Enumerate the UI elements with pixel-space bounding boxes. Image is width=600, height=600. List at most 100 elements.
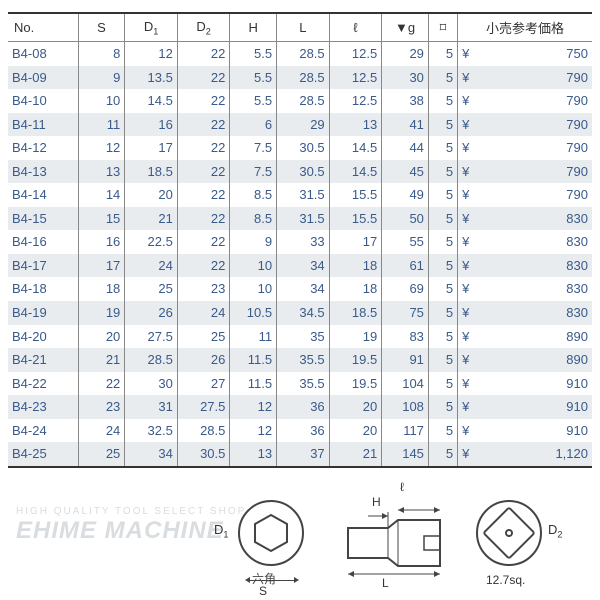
cell-h: 8.5 bbox=[230, 207, 277, 231]
cell-pack: 5 bbox=[428, 301, 457, 325]
cell-g: 45 bbox=[382, 160, 429, 184]
cell-pack: 5 bbox=[428, 66, 457, 90]
cell-g: 41 bbox=[382, 113, 429, 137]
cell-h: 8.5 bbox=[230, 183, 277, 207]
cell-lb: 34.5 bbox=[277, 301, 330, 325]
cell-lb: 35.5 bbox=[277, 372, 330, 396]
cell-lb: 30.5 bbox=[277, 160, 330, 184]
cell-g: 91 bbox=[382, 348, 429, 372]
cell-s: 11 bbox=[78, 113, 125, 137]
cell-h: 12 bbox=[230, 419, 277, 443]
cell-g: 29 bbox=[382, 42, 429, 66]
cell-h: 12 bbox=[230, 395, 277, 419]
col-ls: ℓ bbox=[329, 13, 382, 42]
cell-d1: 32.5 bbox=[125, 419, 178, 443]
table-row: B4-141420228.531.515.5495¥790 bbox=[8, 183, 592, 207]
cell-ls: 19.5 bbox=[329, 348, 382, 372]
cell-pack: 5 bbox=[428, 372, 457, 396]
cell-no: B4-23 bbox=[8, 395, 78, 419]
table-row: B4-1919262410.534.518.5755¥830 bbox=[8, 301, 592, 325]
cell-lb: 34 bbox=[277, 254, 330, 278]
table-row: B4-131318.5227.530.514.5455¥790 bbox=[8, 160, 592, 184]
cell-no: B4-19 bbox=[8, 301, 78, 325]
cell-pack: 5 bbox=[428, 442, 457, 467]
cell-d2: 22 bbox=[177, 42, 230, 66]
header-row: No. S D1 D2 H L ℓ ▼g ⌑ 小売参考価格 bbox=[8, 13, 592, 42]
cell-d2: 22 bbox=[177, 113, 230, 137]
cell-lb: 31.5 bbox=[277, 183, 330, 207]
l-small-label: ℓ bbox=[400, 480, 404, 494]
s-label: S bbox=[259, 584, 267, 598]
cell-g: 30 bbox=[382, 66, 429, 90]
col-d2: D2 bbox=[177, 13, 230, 42]
table-row: B4-121217227.530.514.5445¥790 bbox=[8, 136, 592, 160]
cell-d1: 13.5 bbox=[125, 66, 178, 90]
cell-no: B4-10 bbox=[8, 89, 78, 113]
cell-d1: 30 bbox=[125, 372, 178, 396]
cell-d1: 34 bbox=[125, 442, 178, 467]
cell-s: 25 bbox=[78, 442, 125, 467]
cell-d2: 25 bbox=[177, 325, 230, 349]
cell-s: 20 bbox=[78, 325, 125, 349]
cell-price: ¥790 bbox=[458, 89, 592, 113]
cell-d2: 22 bbox=[177, 136, 230, 160]
cell-s: 18 bbox=[78, 277, 125, 301]
cell-ls: 15.5 bbox=[329, 207, 382, 231]
d1-label: D1 bbox=[214, 522, 228, 540]
l-big-label: L bbox=[382, 576, 389, 590]
cell-d1: 22.5 bbox=[125, 230, 178, 254]
cell-h: 13 bbox=[230, 442, 277, 467]
cell-d2: 27 bbox=[177, 372, 230, 396]
cell-g: 117 bbox=[382, 419, 429, 443]
hexagon-icon bbox=[251, 513, 291, 553]
cell-no: B4-24 bbox=[8, 419, 78, 443]
cell-no: B4-18 bbox=[8, 277, 78, 301]
cell-ls: 18 bbox=[329, 254, 382, 278]
cell-pack: 5 bbox=[428, 89, 457, 113]
cell-s: 19 bbox=[78, 301, 125, 325]
side-view bbox=[328, 498, 458, 588]
cell-pack: 5 bbox=[428, 160, 457, 184]
cell-d2: 22 bbox=[177, 66, 230, 90]
cell-lb: 35.5 bbox=[277, 348, 330, 372]
cell-price: ¥890 bbox=[458, 325, 592, 349]
cell-h: 5.5 bbox=[230, 89, 277, 113]
cell-ls: 21 bbox=[329, 442, 382, 467]
cell-pack: 5 bbox=[428, 348, 457, 372]
cell-no: B4-25 bbox=[8, 442, 78, 467]
cell-g: 145 bbox=[382, 442, 429, 467]
table-row: B4-161622.52293317555¥830 bbox=[8, 230, 592, 254]
cell-lb: 35 bbox=[277, 325, 330, 349]
table-row: B4-1111162262913415¥790 bbox=[8, 113, 592, 137]
cell-h: 11.5 bbox=[230, 348, 277, 372]
cell-h: 10 bbox=[230, 277, 277, 301]
cell-d2: 22 bbox=[177, 230, 230, 254]
cell-h: 5.5 bbox=[230, 66, 277, 90]
cell-g: 50 bbox=[382, 207, 429, 231]
d2-label: D2 bbox=[548, 522, 562, 540]
cell-lb: 36 bbox=[277, 419, 330, 443]
cell-d1: 27.5 bbox=[125, 325, 178, 349]
cell-pack: 5 bbox=[428, 113, 457, 137]
cell-lb: 34 bbox=[277, 277, 330, 301]
cell-price: ¥910 bbox=[458, 372, 592, 396]
cell-lb: 28.5 bbox=[277, 42, 330, 66]
cell-pack: 5 bbox=[428, 183, 457, 207]
cell-g: 44 bbox=[382, 136, 429, 160]
col-g: ▼g bbox=[382, 13, 429, 42]
cell-d1: 21 bbox=[125, 207, 178, 231]
cell-d1: 12 bbox=[125, 42, 178, 66]
cell-s: 8 bbox=[78, 42, 125, 66]
cell-price: ¥830 bbox=[458, 207, 592, 231]
cell-d1: 16 bbox=[125, 113, 178, 137]
cell-price: ¥830 bbox=[458, 230, 592, 254]
cell-ls: 19.5 bbox=[329, 372, 382, 396]
cell-no: B4-16 bbox=[8, 230, 78, 254]
cell-g: 75 bbox=[382, 301, 429, 325]
cell-s: 24 bbox=[78, 419, 125, 443]
cell-price: ¥830 bbox=[458, 277, 592, 301]
cell-g: 49 bbox=[382, 183, 429, 207]
cell-d1: 24 bbox=[125, 254, 178, 278]
cell-no: B4-13 bbox=[8, 160, 78, 184]
cell-lb: 28.5 bbox=[277, 89, 330, 113]
